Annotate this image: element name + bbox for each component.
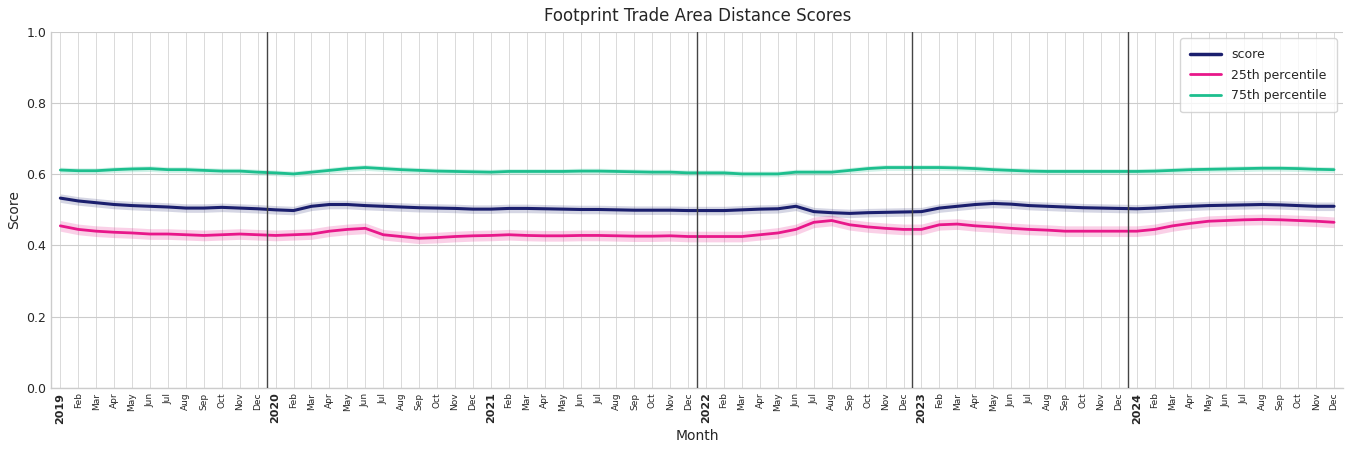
X-axis label: Month: Month bbox=[675, 429, 720, 443]
Y-axis label: Score: Score bbox=[7, 190, 22, 230]
Title: Footprint Trade Area Distance Scores: Footprint Trade Area Distance Scores bbox=[544, 7, 850, 25]
Legend: score, 25th percentile, 75th percentile: score, 25th percentile, 75th percentile bbox=[1180, 38, 1336, 112]
